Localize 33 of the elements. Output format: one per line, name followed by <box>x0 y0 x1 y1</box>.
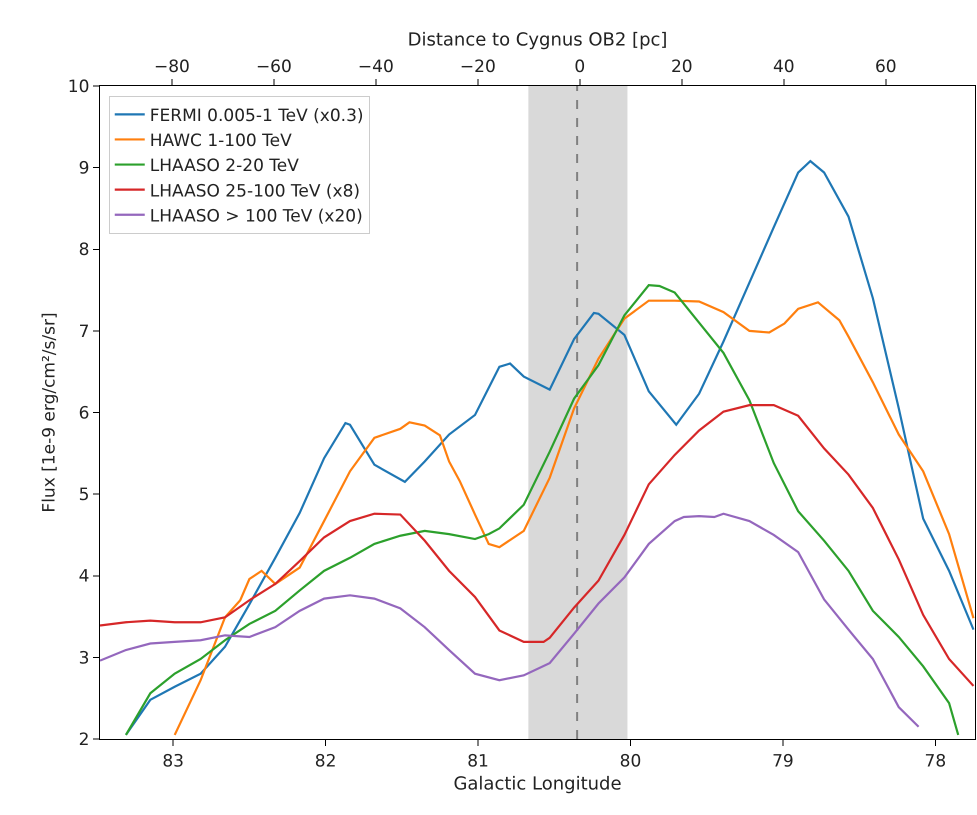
y-tick-label: 5 <box>78 485 90 506</box>
legend-label: LHAASO 25-100 TeV (x8) <box>150 181 360 202</box>
x2-tick-label: −40 <box>358 57 394 77</box>
x2-tick-label: −60 <box>256 57 292 77</box>
legend-label: HAWC 1-100 TeV <box>150 131 292 152</box>
y-tick-label: 7 <box>78 322 90 342</box>
y-tick-label: 8 <box>78 240 90 260</box>
x2-axis-title: Distance to Cygnus OB2 [pc] <box>408 29 668 50</box>
y-tick-label: 10 <box>68 76 90 97</box>
x-tick-label: 83 <box>162 752 184 772</box>
x-axis-title: Galactic Longitude <box>453 774 622 795</box>
x2-tick-label: 20 <box>670 57 693 77</box>
y-tick-label: 6 <box>78 403 90 424</box>
x2-tick-label: 40 <box>772 57 795 77</box>
legend-label: LHAASO > 100 TeV (x20) <box>150 206 363 226</box>
line-series <box>100 404 975 688</box>
x-tick-label: 81 <box>467 752 489 772</box>
x2-tick-label: 0 <box>574 57 586 77</box>
x-tick-label: 80 <box>620 752 642 772</box>
y-axis-title: Flux [1e-9 erg/cm²/s/sr] <box>39 312 60 513</box>
legend-label: FERMI 0.005-1 TeV (x0.3) <box>150 106 364 126</box>
x2-tick-label: −80 <box>154 57 190 77</box>
y-tick-label: 3 <box>78 648 90 668</box>
y-tick-label: 2 <box>78 730 90 750</box>
line-series <box>100 512 920 728</box>
legend-label: LHAASO 2-20 TeV <box>150 156 300 176</box>
x-tick-label: 78 <box>924 752 946 772</box>
x-tick-label: 79 <box>772 752 794 772</box>
x2-tick-label: 60 <box>874 57 897 77</box>
y-tick-label: 4 <box>78 566 90 587</box>
x-tick-label: 82 <box>314 752 336 772</box>
y-tick-label: 9 <box>78 158 90 179</box>
x2-tick-label: −20 <box>460 57 496 77</box>
